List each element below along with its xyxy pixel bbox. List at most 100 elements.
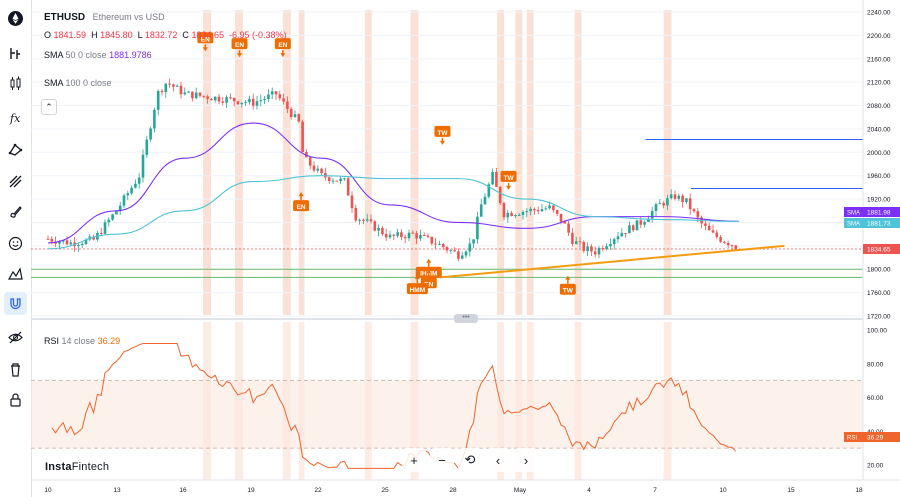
chart-area[interactable]: ENENENENTWTWIHMMENHMMTW2240.002200.00216… bbox=[31, 0, 900, 497]
zoom-out-button[interactable]: − bbox=[430, 448, 454, 472]
zoom-in-button[interactable]: + bbox=[402, 448, 426, 472]
trend-line-icon[interactable] bbox=[4, 170, 27, 193]
axis-tag-name: SMA bbox=[847, 211, 860, 217]
scroll-right-button[interactable]: › bbox=[514, 448, 538, 472]
time-tick-label: 10 bbox=[44, 487, 52, 494]
annotation-text: EN bbox=[278, 42, 287, 49]
candle-body bbox=[533, 208, 536, 211]
trend-line bbox=[440, 244, 785, 279]
candle-body bbox=[419, 234, 422, 239]
annotation-en: EN bbox=[197, 32, 214, 52]
arrow-up-icon bbox=[414, 275, 420, 280]
price-tick-label: 2000.00 bbox=[867, 150, 891, 157]
annotation-badge bbox=[500, 170, 517, 182]
annotation-en: EN bbox=[274, 38, 291, 58]
rsi-tick-label: 60.00 bbox=[867, 395, 884, 402]
candle-body bbox=[407, 232, 411, 239]
candle-body bbox=[430, 236, 434, 244]
candle-body bbox=[734, 245, 738, 250]
svg-text:fx: fx bbox=[9, 112, 21, 125]
candle-body bbox=[517, 214, 521, 216]
highlight-zone bbox=[515, 10, 523, 315]
rsi-value: 36.29 bbox=[97, 336, 121, 346]
candle-body bbox=[206, 96, 209, 99]
axis-tag-value: 36.29 bbox=[867, 435, 884, 442]
sma50-legend[interactable]: SMA 50 0 close 1881.9786 bbox=[44, 50, 152, 60]
price-tick-label: 1720.00 bbox=[867, 314, 891, 321]
time-tick-label: 10 bbox=[719, 487, 727, 494]
hide-drawings-icon[interactable] bbox=[4, 326, 27, 349]
candle-body bbox=[369, 219, 373, 222]
brush-icon[interactable] bbox=[4, 200, 27, 223]
logo-icon[interactable] bbox=[4, 7, 27, 30]
candle-body bbox=[388, 234, 392, 238]
remove-all-icon[interactable] bbox=[4, 358, 27, 381]
candle-body bbox=[411, 232, 415, 234]
measure-icon[interactable] bbox=[4, 262, 27, 285]
reset-chart-button[interactable]: ⟲ bbox=[458, 448, 482, 472]
candle-body bbox=[677, 195, 681, 199]
drawing-toolbar: fx bbox=[0, 0, 32, 497]
candle-body bbox=[673, 194, 677, 199]
candle-body bbox=[498, 186, 502, 204]
rsi-value-tag: RSI 36.29 bbox=[844, 432, 900, 442]
magnet-icon[interactable] bbox=[4, 292, 27, 315]
candle-body bbox=[506, 212, 510, 218]
open-value: 1841.59 bbox=[53, 30, 87, 40]
candle-body bbox=[58, 241, 61, 244]
candle-body bbox=[320, 168, 323, 173]
pane-resize-handle[interactable]: ••• bbox=[454, 314, 478, 323]
close-value: 1834.65 bbox=[191, 30, 224, 40]
sma50-line bbox=[47, 122, 739, 244]
candle-body bbox=[232, 97, 236, 102]
candle-body bbox=[202, 95, 206, 97]
candle-body bbox=[210, 98, 213, 101]
candle-body bbox=[620, 233, 624, 237]
time-tick-label: May bbox=[514, 487, 527, 494]
candle-body bbox=[156, 90, 160, 110]
candle-body bbox=[692, 209, 696, 212]
candle-body bbox=[719, 237, 722, 242]
emoji-icon[interactable] bbox=[4, 232, 27, 255]
candle-body bbox=[77, 245, 80, 247]
candle-body bbox=[229, 97, 232, 99]
candle-body bbox=[225, 97, 228, 103]
candle-body bbox=[669, 194, 673, 199]
candle-body bbox=[362, 219, 365, 221]
candles-icon[interactable] bbox=[4, 72, 27, 95]
candle-body bbox=[365, 219, 369, 221]
time-tick-label: 28 bbox=[449, 487, 457, 494]
candle-body bbox=[270, 91, 274, 95]
candle-body bbox=[422, 234, 426, 236]
pattern-icon[interactable] bbox=[4, 138, 27, 161]
scroll-left-button[interactable]: ‹ bbox=[486, 448, 510, 472]
rsi-legend[interactable]: RSI 14 close 36.29 bbox=[44, 336, 120, 346]
chart-canvas[interactable]: ENENENENTWTWIHMMENHMMTW2240.002200.00216… bbox=[31, 0, 900, 497]
chevron-up-icon[interactable]: ⌃ bbox=[41, 99, 57, 115]
lock-icon[interactable] bbox=[4, 388, 27, 411]
indicators-icon[interactable]: fx bbox=[4, 106, 27, 129]
annotation-tw: TW bbox=[500, 170, 517, 190]
candle-body bbox=[574, 241, 578, 244]
candle-body bbox=[415, 233, 418, 239]
symbol-name[interactable]: ETHUSD bbox=[44, 12, 86, 23]
open-label: O bbox=[44, 30, 52, 40]
sma100-legend[interactable]: SMA 100 0 close bbox=[44, 78, 112, 88]
highlight-zone bbox=[282, 10, 291, 315]
candle-body bbox=[707, 225, 711, 231]
candle-body bbox=[286, 101, 289, 109]
rsi-name: RSI bbox=[44, 336, 60, 346]
arrow-down-icon bbox=[439, 140, 445, 145]
candle-body bbox=[544, 208, 548, 210]
candle-body bbox=[126, 193, 130, 196]
candle-body bbox=[141, 154, 145, 178]
candle-body bbox=[213, 96, 217, 101]
candle-body bbox=[160, 90, 164, 93]
candle-body bbox=[130, 187, 133, 194]
low-value: 1832.72 bbox=[144, 30, 178, 40]
chart-type-icon[interactable] bbox=[4, 42, 27, 65]
candle-body bbox=[115, 211, 118, 215]
candle-body bbox=[730, 245, 734, 247]
candle-body bbox=[711, 230, 715, 233]
candle-body bbox=[578, 241, 582, 243]
